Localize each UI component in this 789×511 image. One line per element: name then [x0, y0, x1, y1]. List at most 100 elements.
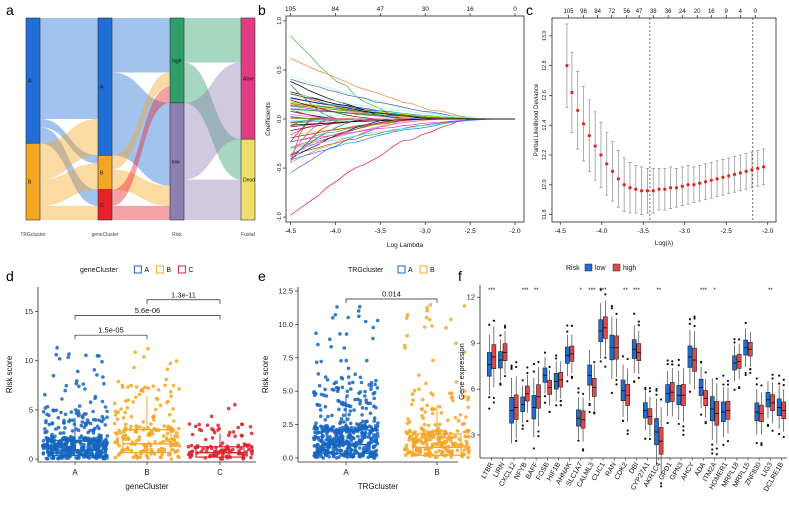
jitter-point: [81, 446, 85, 450]
jitter-point: [102, 439, 106, 444]
jitter-point: [137, 438, 141, 442]
top-tick-label: 47: [377, 6, 385, 13]
jitter-point: [372, 419, 377, 423]
p-value-label: 1.5e-05: [98, 326, 123, 335]
jitter-point: [342, 453, 347, 458]
outlier-point: [693, 315, 696, 318]
jitter-point: [453, 415, 458, 420]
top-tick-label: 84: [594, 9, 601, 15]
jitter-point: [430, 442, 435, 447]
jitter-point: [315, 402, 320, 407]
outlier-point: [593, 411, 596, 414]
jitter-point: [324, 394, 329, 398]
jitter-point: [455, 429, 460, 433]
outlier-point: [744, 373, 747, 377]
p-value-label: 1.3e-11: [171, 290, 196, 299]
jitter-point: [315, 447, 320, 452]
jitter-point: [332, 381, 337, 386]
jitter-point: [433, 422, 438, 427]
outlier-point: [599, 288, 602, 291]
outlier-point: [555, 357, 558, 360]
jitter-point: [142, 355, 146, 359]
jitter-point: [316, 430, 320, 435]
jitter-point: [464, 439, 469, 444]
sankey-node-label: Dead: [243, 178, 255, 184]
jitter-point: [149, 447, 154, 452]
jitter-point: [69, 410, 74, 414]
jitter-point: [79, 434, 84, 438]
jitter-point: [312, 437, 317, 442]
jitter-point: [345, 389, 350, 394]
jitter-point: [223, 449, 227, 453]
outlier-point: [778, 374, 781, 377]
sankey-flow-11: [112, 205, 170, 220]
jitter-point: [216, 428, 220, 432]
top-tick-label: 105: [564, 9, 575, 15]
jitter-point: [146, 433, 150, 437]
jitter-point: [250, 452, 254, 456]
outlier-point: [644, 388, 647, 391]
jitter-point: [467, 434, 471, 439]
jitter-point: [353, 397, 357, 402]
y-tick-label: 2.5: [283, 420, 293, 429]
jitter-point: [248, 425, 253, 429]
jitter-point: [323, 418, 328, 422]
jitter-point: [365, 419, 369, 424]
jitter-point: [115, 440, 120, 444]
jitter-point: [102, 381, 106, 386]
jitter-point: [341, 425, 345, 430]
sankey-node-label: high: [172, 58, 182, 64]
outlier-point: [510, 366, 513, 369]
outlier-point: [671, 360, 674, 363]
jitter-point: [233, 402, 237, 407]
jitter-point: [313, 430, 317, 435]
x-tick-label: -2.0: [509, 228, 521, 235]
jitter-point: [449, 455, 453, 459]
jitter-point: [357, 314, 361, 319]
x-tick-label: -4.5: [285, 228, 297, 235]
sankey-flow-8: [112, 72, 170, 170]
panel-b-lasso-paths: -4.5 -4.0 -3.5 -3.0 -2.5 -2.0 105 84 47 30 16 0 -1.0…: [265, 6, 525, 249]
significance-bracket: [74, 334, 148, 340]
deviance-point: [599, 153, 603, 157]
jitter-point: [209, 446, 214, 451]
legend-swatch: [584, 263, 593, 272]
jitter-point: [156, 388, 161, 392]
p-value-label: 5.6e-06: [135, 306, 160, 315]
legend-swatch: [133, 265, 142, 274]
jitter-point: [226, 447, 231, 451]
jitter-point: [146, 386, 151, 390]
jitter-point: [444, 326, 448, 330]
jitter-point: [177, 444, 182, 448]
jitter-point: [129, 414, 134, 419]
jitter-point: [116, 379, 121, 384]
top-tick-label: 9: [725, 9, 729, 15]
outlier-point: [510, 367, 513, 370]
jitter-point: [356, 434, 360, 439]
legend-label: low: [595, 265, 606, 272]
outlier-point: [666, 421, 669, 425]
jitter-point: [76, 369, 80, 374]
top-tick-label: 105: [285, 6, 296, 13]
outlier-point: [610, 307, 613, 310]
jitter-point: [449, 395, 454, 400]
jitter-point: [168, 452, 172, 457]
jitter-point: [358, 446, 362, 450]
jitter-point: [160, 446, 164, 451]
jitter-point: [439, 435, 444, 439]
jitter-point: [131, 400, 135, 404]
outlier-point: [633, 312, 636, 315]
y-tick-label: 0: [29, 455, 33, 464]
jitter-point: [372, 416, 377, 420]
x-tick-label: B: [434, 468, 439, 477]
outlier-point: [537, 430, 540, 433]
jitter-point: [137, 392, 142, 397]
jitter-point: [218, 449, 223, 453]
jitter-point: [91, 428, 96, 433]
sankey-node-label: A: [100, 85, 104, 91]
outlier-point: [499, 334, 502, 337]
jitter-point: [348, 404, 353, 409]
jitter-point: [210, 436, 215, 440]
y-tick-label: 0.0: [283, 453, 293, 462]
jitter-point: [319, 392, 324, 397]
